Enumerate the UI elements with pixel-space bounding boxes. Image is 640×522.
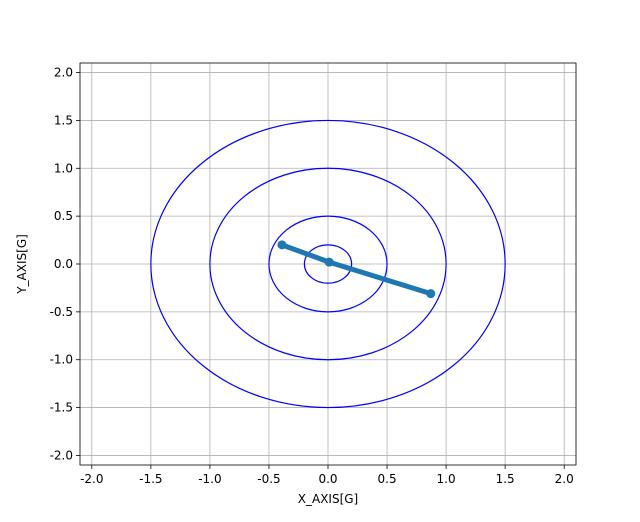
y-tick-label: -1.5 xyxy=(50,401,73,415)
line xyxy=(281,242,432,297)
x-tick-label: -0.5 xyxy=(257,472,280,486)
plot-frame xyxy=(79,62,577,466)
x-tick-label: -1.0 xyxy=(198,472,221,486)
x-tick-label: 0.5 xyxy=(378,472,397,486)
y-axis-label: Y_AXIS[G] xyxy=(15,234,29,295)
y-tick-label: 1.0 xyxy=(54,161,73,175)
y-tick-label: -0.5 xyxy=(50,305,73,319)
x-tick-label: 0.0 xyxy=(318,472,337,486)
x-tick-label: 1.5 xyxy=(496,472,515,486)
y-tick-label: 1.5 xyxy=(54,113,73,127)
point xyxy=(426,289,436,299)
y-tick-label: -2.0 xyxy=(50,448,73,462)
y-tick-label: 0.0 xyxy=(54,257,73,271)
point xyxy=(277,240,287,250)
circle xyxy=(209,167,447,361)
y-tick-label: -1.0 xyxy=(50,353,73,367)
circle xyxy=(150,119,506,409)
x-tick-label: 1.0 xyxy=(437,472,456,486)
x-tick-label: -2.0 xyxy=(80,472,103,486)
circle xyxy=(268,215,388,313)
x-axis-label: X_AXIS[G] xyxy=(298,492,358,506)
x-tick-label: -1.5 xyxy=(139,472,162,486)
y-tick-label: 0.5 xyxy=(54,209,73,223)
x-tick-label: 2.0 xyxy=(555,472,574,486)
circle xyxy=(303,244,353,284)
point xyxy=(324,257,334,267)
y-tick-label: 2.0 xyxy=(54,66,73,80)
